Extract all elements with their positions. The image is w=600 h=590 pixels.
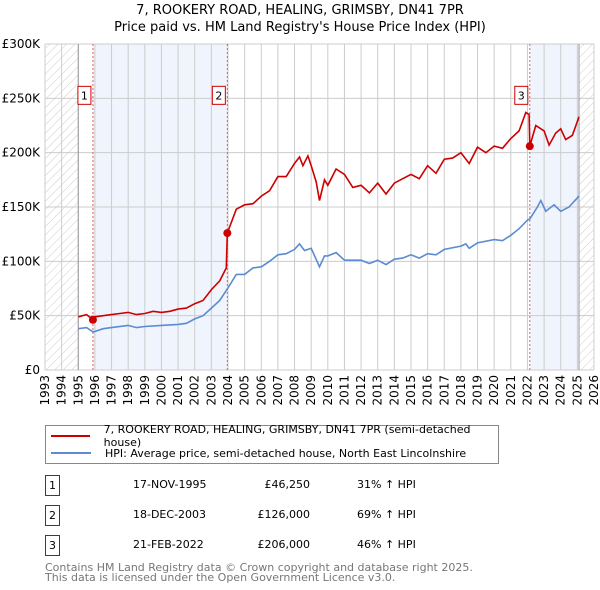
transaction-row: 3 21-FEB-2022 £206,000 46% ↑ HPI: [45, 535, 465, 556]
x-tick-label: 1994: [55, 375, 69, 406]
sale-point: [525, 142, 534, 151]
transaction-marker: 2: [45, 505, 60, 526]
x-tick-label: 2009: [304, 375, 318, 406]
x-tick-label: 2019: [471, 375, 485, 406]
x-tick-label: 1999: [138, 375, 152, 406]
x-tick-label: 2016: [421, 375, 435, 406]
transaction-price: £46,250: [264, 478, 311, 491]
transaction-price: £126,000: [257, 508, 311, 521]
legend-label: 7, ROOKERY ROAD, HEALING, GRIMSBY, DN41 …: [103, 423, 471, 449]
transaction-date: 21-FEB-2022: [133, 538, 204, 551]
chart-title: 7, ROOKERY ROAD, HEALING, GRIMSBY, DN41 …: [136, 3, 464, 18]
sale-label: 2: [215, 89, 222, 102]
y-tick-label: £0: [25, 363, 40, 377]
x-tick-label: 2008: [288, 375, 302, 406]
x-tick-label: 2021: [504, 375, 518, 406]
sale-label-box: [514, 85, 529, 105]
price-chart: 1993 1994 1995 1996 1997 1998 1999 2000 2001 2002…: [2, 37, 600, 406]
x-tick-label: 1997: [105, 375, 119, 406]
x-tick-label: 2022: [520, 375, 534, 406]
property-price-line: [78, 111, 580, 321]
x-tick-label: 2002: [188, 375, 202, 406]
sale-point: [88, 315, 97, 324]
x-tick-label: 2005: [238, 375, 252, 406]
y-tick-label: £150K: [2, 200, 42, 214]
sale-label: 3: [518, 89, 525, 102]
transaction-row: 1 17-NOV-1995 £46,250 31% ↑ HPI: [45, 475, 465, 496]
x-tick-label: 2014: [387, 375, 401, 406]
y-tick-label: £250K: [2, 91, 42, 105]
footer-copyright: Contains HM Land Registry data © Crown c…: [45, 561, 473, 574]
x-tick-label: 2020: [487, 375, 501, 406]
x-tick-label: 1998: [121, 375, 135, 406]
sale-point: [223, 229, 232, 238]
x-tick-label: 2004: [221, 375, 235, 406]
y-tick-label: £300K: [2, 37, 42, 51]
x-tick-label: 2011: [337, 375, 351, 406]
transaction-price: £206,000: [257, 538, 311, 551]
x-tick-label: 2006: [254, 375, 268, 406]
legend-swatch-red: [51, 435, 90, 437]
x-tick-label: 2013: [371, 375, 385, 406]
x-tick-label: 2012: [354, 375, 368, 406]
x-tick-label: 2025: [570, 375, 584, 406]
x-tick-label: 2001: [171, 375, 185, 406]
legend-swatch-blue: [51, 452, 91, 454]
x-tick-label: 2003: [204, 375, 218, 406]
sale-label-box: [211, 85, 226, 105]
x-tick-label: 1993: [38, 375, 52, 406]
transaction-marker: 3: [45, 535, 60, 556]
footer-licence: This data is licensed under the Open Gov…: [45, 571, 396, 584]
sale-label-box: [77, 85, 92, 105]
x-tick-label: 2018: [454, 375, 468, 406]
legend-label: HPI: Average price, semi-detached house,…: [105, 446, 467, 460]
transaction-marker: 1: [45, 475, 60, 496]
transaction-hpi: 31% ↑ HPI: [357, 478, 416, 491]
sale-label: 1: [81, 89, 88, 102]
transaction-row: 2 18-DEC-2003 £126,000 69% ↑ HPI: [45, 505, 465, 526]
x-tick-label: 1995: [71, 375, 85, 406]
y-tick-label: £50K: [9, 309, 41, 323]
x-tick-label: 2024: [554, 375, 568, 406]
y-tick-label: £200K: [2, 146, 42, 160]
transaction-date: 18-DEC-2003: [133, 508, 207, 521]
x-tick-label: 2023: [537, 375, 551, 406]
x-tick-label: 1996: [88, 375, 102, 406]
legend-item-hpi: HPI: Average price, semi-detached house,…: [46, 445, 466, 461]
legend: 7, ROOKERY ROAD, HEALING, GRIMSBY, DN41 …: [45, 423, 499, 464]
x-tick-label: 2000: [154, 375, 168, 406]
y-tick-label: £100K: [2, 254, 42, 268]
x-tick-label: 2026: [587, 375, 600, 406]
x-tick-label: 2017: [437, 375, 451, 406]
transaction-hpi: 69% ↑ HPI: [357, 508, 416, 521]
x-tick-label: 2010: [321, 375, 335, 406]
transaction-hpi: 46% ↑ HPI: [357, 538, 416, 551]
transaction-date: 17-NOV-1995: [133, 478, 207, 491]
legend-item-property: 7, ROOKERY ROAD, HEALING, GRIMSBY, DN41 …: [46, 423, 498, 449]
hpi-line: [78, 195, 580, 333]
x-tick-label: 2007: [271, 375, 285, 406]
x-tick-label: 2015: [404, 375, 418, 406]
chart-subtitle: Price paid vs. HM Land Registry's House …: [114, 20, 486, 35]
